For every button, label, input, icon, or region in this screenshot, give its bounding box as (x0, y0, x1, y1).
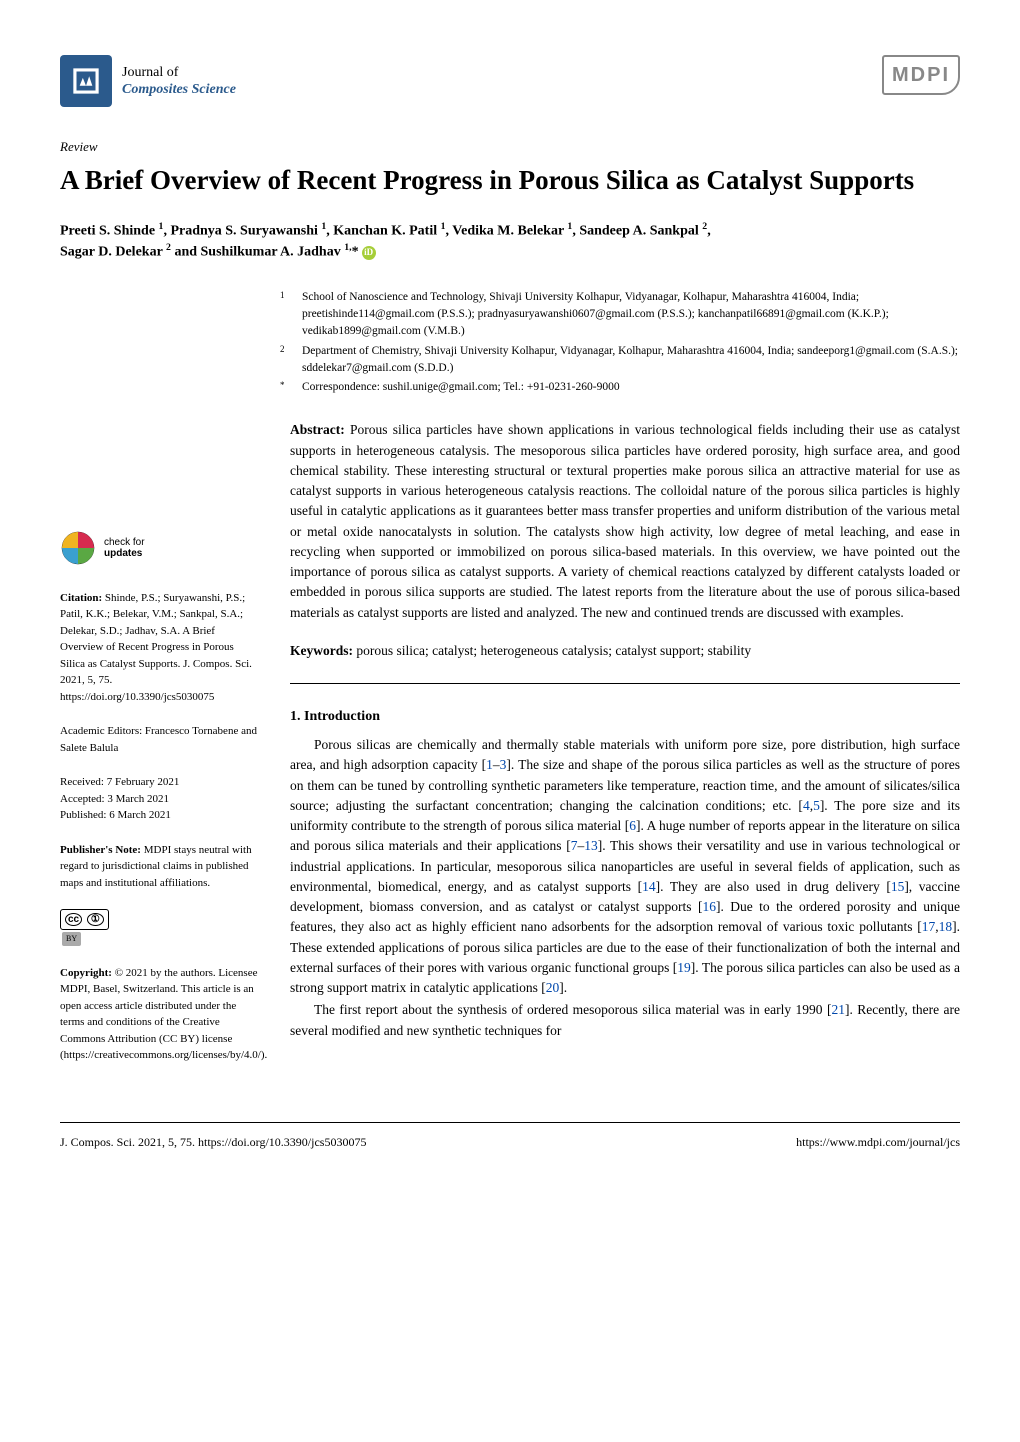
journal-logo-icon (60, 55, 112, 107)
affil-num: * (280, 379, 290, 396)
ref-link[interactable]: 5 (813, 798, 820, 813)
footer-right: https://www.mdpi.com/journal/jcs (796, 1133, 960, 1151)
ref-link[interactable]: 15 (891, 879, 905, 894)
ref-link[interactable]: 1 (486, 757, 493, 772)
check-updates-icon (60, 530, 96, 566)
article-title: A Brief Overview of Recent Progress in P… (60, 163, 960, 198)
main-content: Abstract: Porous silica particles have s… (290, 420, 960, 1082)
ref-link[interactable]: 6 (629, 818, 636, 833)
page-footer: J. Compos. Sci. 2021, 5, 75. https://doi… (60, 1122, 960, 1151)
keywords: Keywords: porous silica; catalyst; heter… (290, 641, 960, 661)
footer-left: J. Compos. Sci. 2021, 5, 75. https://doi… (60, 1133, 366, 1151)
editors-label: Academic Editors: (60, 725, 142, 737)
cc-by-badge: BY (62, 932, 81, 946)
body-paragraph: Porous silicas are chemically and therma… (290, 735, 960, 998)
abstract-text: Porous silica particles have shown appli… (290, 422, 960, 619)
copyright-text: © 2021 by the authors. Licensee MDPI, Ba… (60, 967, 267, 1062)
citation-label: Citation: (60, 592, 102, 604)
ref-link[interactable]: 17 (922, 919, 936, 934)
pub-note-block: Publisher's Note: MDPI stays neutral wit… (60, 842, 260, 892)
check-updates-l2: updates (104, 548, 145, 559)
affil-num: 1 (280, 289, 290, 341)
abstract-label: Abstract: (290, 422, 345, 437)
ref-link[interactable]: 13 (584, 838, 598, 853)
ref-link[interactable]: 14 (642, 879, 656, 894)
journal-line2: Composites Science (122, 81, 236, 99)
citation-text: Shinde, P.S.; Suryawanshi, P.S.; Patil, … (60, 592, 252, 703)
page-header: Journal of Composites Science MDPI (60, 55, 960, 107)
ref-link[interactable]: 16 (702, 899, 716, 914)
copyright-label: Copyright: (60, 967, 112, 979)
section-divider (290, 683, 960, 684)
orcid-icon[interactable]: iD (362, 246, 376, 260)
accepted: Accepted: 3 March 2021 (60, 791, 260, 808)
journal-block: Journal of Composites Science (60, 55, 236, 107)
sidebar: check for updates Citation: Shinde, P.S.… (60, 420, 260, 1082)
dates-block: Received: 7 February 2021 Accepted: 3 Ma… (60, 774, 260, 824)
ref-link[interactable]: 4 (803, 798, 810, 813)
ref-link[interactable]: 21 (831, 1002, 845, 1017)
cc-logo-icon: cc ① (60, 909, 109, 930)
published: Published: 6 March 2021 (60, 807, 260, 824)
ref-link[interactable]: 18 (939, 919, 953, 934)
affil-text: School of Nanoscience and Technology, Sh… (302, 289, 960, 341)
ref-link[interactable]: 19 (677, 960, 691, 975)
affil-text: Correspondence: sushil.unige@gmail.com; … (302, 379, 620, 396)
ref-link[interactable]: 20 (546, 980, 560, 995)
keywords-label: Keywords: (290, 643, 353, 658)
mdpi-logo: MDPI (882, 55, 960, 95)
check-updates-l1: check for (104, 537, 145, 548)
affil-text: Department of Chemistry, Shivaji Univers… (302, 343, 960, 378)
authors: Preeti S. Shinde 1, Pradnya S. Suryawans… (60, 220, 960, 263)
abstract: Abstract: Porous silica particles have s… (290, 420, 960, 623)
body-paragraph: The first report about the synthesis of … (290, 1000, 960, 1041)
copyright-block: Copyright: © 2021 by the authors. Licens… (60, 965, 260, 1064)
keywords-text: porous silica; catalyst; heterogeneous c… (356, 643, 751, 658)
section-title: 1. Introduction (290, 706, 960, 727)
journal-line1: Journal of (122, 64, 236, 82)
cc-block: cc ① BY (60, 909, 260, 947)
editors-block: Academic Editors: Francesco Tornabene an… (60, 723, 260, 756)
article-type: Review (60, 137, 960, 157)
pub-note-label: Publisher's Note: (60, 844, 141, 856)
citation-block: Citation: Shinde, P.S.; Suryawanshi, P.S… (60, 590, 260, 706)
affil-num: 2 (280, 343, 290, 378)
check-updates-badge[interactable]: check for updates (60, 530, 145, 566)
received: Received: 7 February 2021 (60, 774, 260, 791)
affiliations: 1School of Nanoscience and Technology, S… (280, 289, 960, 397)
